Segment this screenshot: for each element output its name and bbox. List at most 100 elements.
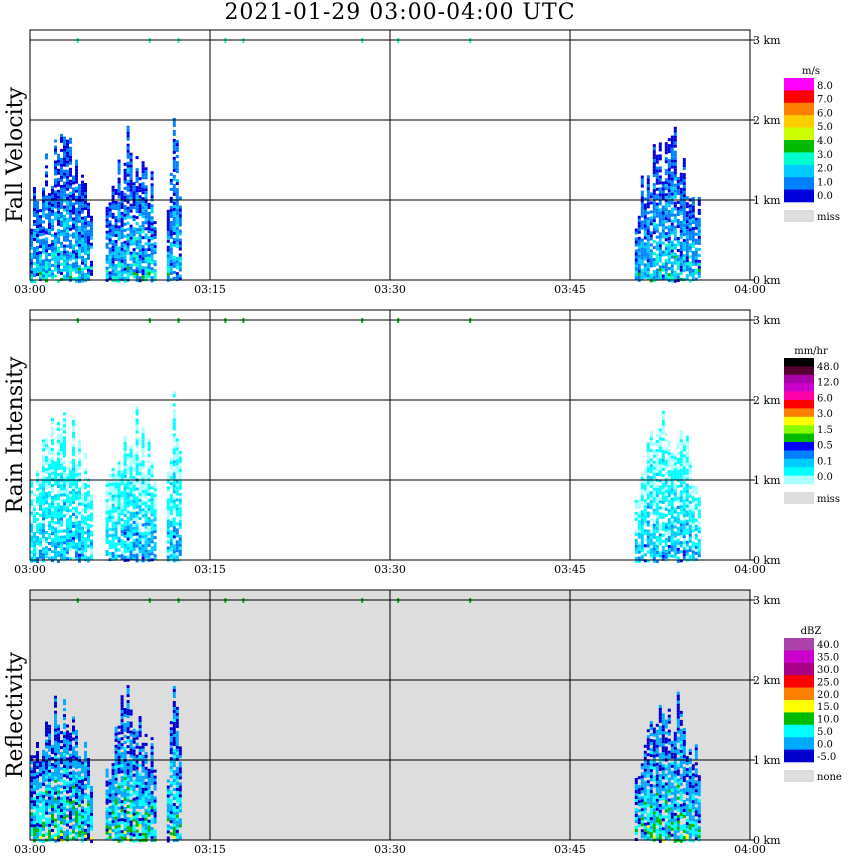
echo-cell bbox=[66, 539, 69, 543]
echo-cell bbox=[72, 536, 75, 540]
echo-cell bbox=[114, 473, 118, 477]
echo-cell bbox=[69, 539, 72, 543]
echo-cell bbox=[138, 207, 142, 211]
echo-cell bbox=[691, 514, 695, 518]
echo-cell bbox=[667, 491, 671, 495]
echo-cell bbox=[682, 556, 686, 560]
echo-cell bbox=[649, 485, 653, 489]
echo-cell bbox=[45, 516, 48, 520]
echo-cell bbox=[51, 808, 54, 811]
echo-cell bbox=[150, 249, 154, 253]
echo-cell bbox=[81, 839, 84, 843]
echo-cell bbox=[114, 530, 118, 534]
echo-cell bbox=[72, 521, 75, 525]
echo-cell bbox=[637, 263, 641, 267]
echo-cell bbox=[682, 218, 686, 222]
echo-cell bbox=[30, 535, 33, 539]
echo-cell bbox=[688, 536, 692, 540]
echo-cell bbox=[141, 472, 145, 476]
echo-cell bbox=[57, 736, 60, 740]
echo-cell bbox=[141, 439, 145, 443]
echo-cell bbox=[114, 509, 118, 513]
echo-cell bbox=[141, 823, 145, 827]
echo-cell bbox=[175, 200, 179, 204]
echo-cell bbox=[111, 506, 115, 510]
echo-cell bbox=[120, 274, 124, 278]
echo-cell bbox=[141, 523, 145, 527]
echo-cell bbox=[682, 254, 686, 258]
echo-cell bbox=[78, 213, 81, 217]
echo-cell bbox=[111, 829, 115, 833]
echo-cell bbox=[30, 499, 33, 503]
echo-cell bbox=[655, 464, 659, 467]
echo-cell bbox=[36, 823, 39, 826]
echo-cell bbox=[649, 264, 653, 268]
echo-cell bbox=[108, 265, 112, 269]
echo-cell bbox=[126, 537, 130, 541]
echo-cell bbox=[138, 508, 142, 512]
echo-cell bbox=[123, 798, 127, 801]
echo-cell bbox=[685, 492, 689, 496]
echo-cell bbox=[123, 534, 127, 538]
echo-cell bbox=[661, 479, 665, 483]
echo-cell bbox=[126, 781, 130, 785]
echo-cell bbox=[105, 266, 109, 270]
echo-cell bbox=[42, 508, 45, 512]
echo-cell bbox=[138, 460, 142, 464]
echo-cell bbox=[649, 464, 653, 468]
echo-cell bbox=[676, 496, 680, 500]
echo-cell bbox=[63, 139, 66, 143]
echo-cell bbox=[42, 277, 45, 281]
echo-cell bbox=[172, 162, 176, 166]
echo-cell bbox=[36, 521, 39, 524]
echo-cell bbox=[135, 430, 139, 434]
echo-cell bbox=[667, 545, 671, 549]
echo-cell bbox=[117, 548, 121, 552]
echo-cell bbox=[51, 796, 54, 799]
echo-cell bbox=[634, 255, 638, 259]
echo-cell bbox=[667, 494, 671, 498]
echo-cell bbox=[670, 225, 674, 229]
echo-cell bbox=[63, 726, 66, 730]
echo-cell bbox=[175, 441, 179, 445]
echo-cell bbox=[652, 183, 656, 187]
echo-cell bbox=[126, 805, 130, 809]
echo-cell bbox=[69, 732, 72, 736]
echo-cell bbox=[33, 535, 36, 538]
echo-cell bbox=[126, 703, 130, 707]
echo-cell bbox=[129, 499, 133, 503]
echo-cell bbox=[105, 837, 109, 841]
echo-cell bbox=[679, 520, 683, 524]
echo-cell bbox=[54, 701, 57, 705]
echo-cell bbox=[78, 532, 81, 536]
echo-cell bbox=[51, 517, 54, 521]
echo-cell bbox=[69, 155, 72, 159]
echo-cell bbox=[87, 836, 90, 840]
echo-cell bbox=[679, 490, 683, 494]
echo-cell bbox=[697, 512, 701, 516]
echo-cell bbox=[172, 156, 176, 160]
x-tick-label: 04:00 bbox=[734, 283, 766, 296]
echo-cell bbox=[60, 800, 63, 804]
echo-cell bbox=[673, 549, 677, 553]
echo-cell bbox=[54, 710, 57, 714]
echo-cell bbox=[87, 271, 90, 275]
echo-cell bbox=[135, 754, 139, 758]
echo-cell bbox=[51, 775, 54, 778]
echo-cell bbox=[90, 518, 93, 522]
echo-cell bbox=[664, 268, 668, 272]
echo-cell bbox=[81, 809, 84, 813]
echo-cell bbox=[679, 493, 683, 497]
echo-cell bbox=[117, 806, 121, 810]
echo-cell bbox=[682, 547, 686, 551]
echo-cell bbox=[138, 776, 142, 780]
echo-cell bbox=[141, 173, 145, 177]
echo-cell bbox=[166, 215, 170, 219]
echo-cell bbox=[640, 531, 644, 534]
echo-cell bbox=[117, 491, 121, 495]
echo-cell bbox=[649, 443, 653, 447]
echo-cell bbox=[48, 742, 51, 746]
echo-cell bbox=[144, 188, 148, 192]
echo-cell bbox=[652, 156, 656, 160]
echo-cell bbox=[141, 275, 145, 279]
